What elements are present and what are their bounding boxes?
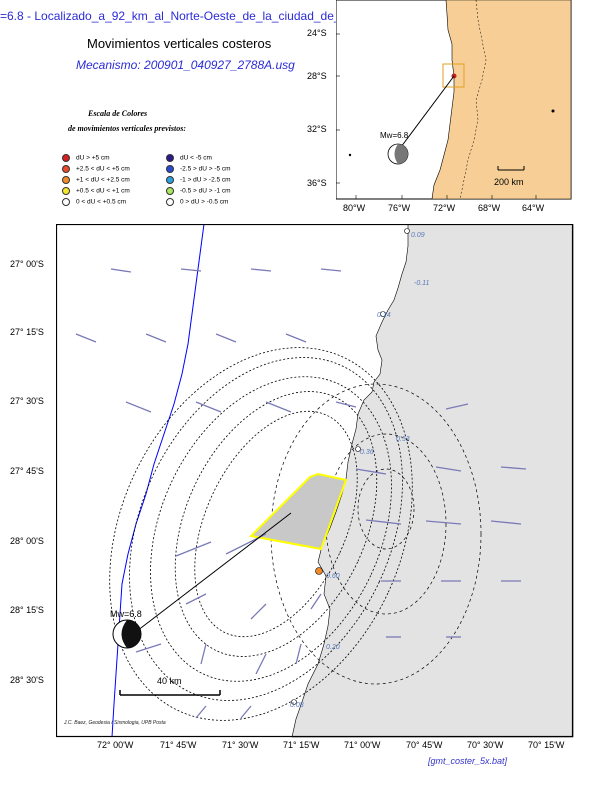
legend-dot [62, 176, 70, 184]
legend-dot [166, 187, 174, 195]
main-lon-label: 71° 30'W [222, 740, 259, 750]
main-mw-label: Mw=6.8 [110, 609, 142, 619]
main-lon-label: 71° 15'W [283, 740, 320, 750]
main-lat-label: 27° 15'S [10, 327, 44, 337]
inset-lat-label: 32°S [307, 124, 327, 134]
main-lat-label: 27° 00'S [10, 259, 44, 269]
main-lon-label: 70° 30'W [467, 740, 504, 750]
inset-map [336, 0, 572, 200]
main-lat-label: 28° 15'S [10, 605, 44, 615]
value-label: 0.20 [326, 644, 340, 651]
inset-scale-label: 200 km [494, 177, 524, 187]
inset-land [431, 0, 572, 200]
inset-lon-label: 76°W [388, 203, 411, 213]
legend-dot [166, 165, 174, 173]
main-lon-label: 71° 45'W [160, 740, 197, 750]
event-title: =6.8 - Localizado_a_92_km_al_Norte-Oeste… [0, 9, 384, 23]
inset-mw-label: Mw=6.8 [380, 131, 409, 140]
legend-item: 0 > dU > -0.5 cm [166, 198, 231, 209]
credit-line: J.C. Baez, Geodesia / Sismologia, UPB Po… [64, 720, 166, 726]
inset-lat-label: 36°S [307, 178, 327, 188]
main-lon-label: 70° 15'W [528, 740, 565, 750]
main-lat-label: 27° 30'S [10, 396, 44, 406]
value-label: 0.53 [396, 436, 410, 443]
legend-title-line1: Escala de Colores [88, 109, 148, 118]
legend-item: -0.5 > dU > -1 cm [166, 187, 231, 198]
legend-dot [62, 198, 70, 206]
legend-dot [62, 154, 70, 162]
value-label: 0.08 [290, 702, 304, 709]
trench-line [111, 224, 205, 738]
mechanism-line: Mecanismo: 200901_040927_2788A.usg [76, 58, 295, 72]
main-lat-label: 28° 30'S [10, 675, 44, 685]
legend-dot [166, 176, 174, 184]
legend-dot [166, 198, 174, 206]
value-label: 0.60 [326, 573, 340, 580]
main-lon-label: 72° 00'W [97, 740, 134, 750]
inset-lon-label: 72°W [433, 203, 456, 213]
inset-border [459, 0, 487, 200]
legend-item: +0.5 < dU < +1 cm [62, 187, 130, 198]
fault-plane [248, 472, 348, 551]
legend-item: 0 < dU < +0.5 cm [62, 198, 130, 209]
legend-uplift-list: dU > +5 cm +2.5 < dU < +5 cm +1 < dU < +… [62, 154, 130, 209]
main-lon-label: 71° 00'W [344, 740, 381, 750]
value-label: 0.36 [360, 449, 374, 456]
legend-dot [62, 165, 70, 173]
inset-lon-label: 80°W [343, 203, 366, 213]
inset-lat-label: 28°S [307, 71, 327, 81]
inset-lon-label: 64°W [522, 203, 545, 213]
main-map [56, 224, 574, 738]
legend-item: -2.5 > dU > -5 cm [166, 165, 231, 176]
land-area [291, 224, 574, 738]
legend-item: -1 > dU > -2.5 cm [166, 176, 231, 187]
inset-lon-label: 68°W [478, 203, 501, 213]
legend-title-line2: de movimientos verticales previstos: [68, 124, 186, 133]
legend-subsidence-list: dU < -5 cm -2.5 > dU > -5 cm -1 > dU > -… [166, 154, 231, 209]
value-label: -0.11 [414, 280, 430, 287]
main-title: Movimientos verticales costeros [87, 36, 272, 51]
legend-item: dU < -5 cm [166, 154, 231, 165]
legend-item: +2.5 < dU < +5 cm [62, 165, 130, 176]
legend-dot [62, 187, 70, 195]
main-lon-label: 70° 45'W [406, 740, 443, 750]
inset-lat-label: 24°S [307, 28, 327, 38]
main-lat-label: 27° 45'S [10, 466, 44, 476]
inset-area-box [442, 63, 465, 88]
legend-item: dU > +5 cm [62, 154, 130, 165]
footer-tag: [gmt_coster_5x.bat] [428, 756, 508, 766]
legend-item: +1 < dU < +2.5 cm [62, 176, 130, 187]
value-label: 0.14 [377, 312, 391, 319]
main-lat-label: 28° 00'S [10, 536, 44, 546]
legend-dot [166, 154, 174, 162]
main-scale-label: 40 km [157, 676, 182, 686]
value-label: 0.09 [411, 232, 425, 239]
